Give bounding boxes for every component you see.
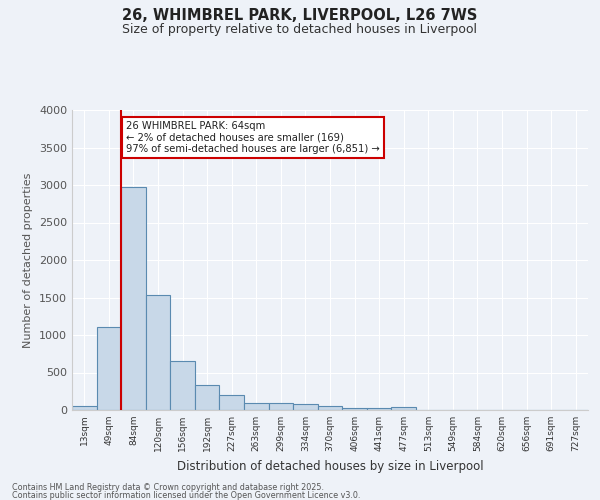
Bar (367, 408, 391, 410)
Bar (244, 402, 269, 410)
Bar (170, 361, 195, 410)
Bar (318, 406, 342, 410)
Text: Contains HM Land Registry data © Crown copyright and database right 2025.: Contains HM Land Registry data © Crown c… (12, 482, 324, 492)
X-axis label: Distribution of detached houses by size in Liverpool: Distribution of detached houses by size … (176, 460, 484, 472)
Text: Size of property relative to detached houses in Liverpool: Size of property relative to detached ho… (122, 22, 478, 36)
Bar (391, 407, 416, 410)
Text: 26 WHIMBREL PARK: 64sqm
← 2% of detached houses are smaller (169)
97% of semi-de: 26 WHIMBREL PARK: 64sqm ← 2% of detached… (126, 121, 380, 154)
Bar (195, 384, 220, 410)
Bar (121, 187, 146, 410)
Y-axis label: Number of detached properties: Number of detached properties (23, 172, 34, 348)
Bar (146, 295, 170, 410)
Text: Contains public sector information licensed under the Open Government Licence v3: Contains public sector information licen… (12, 491, 361, 500)
Bar (220, 394, 244, 410)
Bar (342, 408, 367, 410)
Bar (72, 406, 97, 410)
Bar (293, 404, 318, 410)
Bar (97, 327, 121, 410)
Text: 26, WHIMBREL PARK, LIVERPOOL, L26 7WS: 26, WHIMBREL PARK, LIVERPOOL, L26 7WS (122, 8, 478, 22)
Bar (269, 403, 293, 410)
